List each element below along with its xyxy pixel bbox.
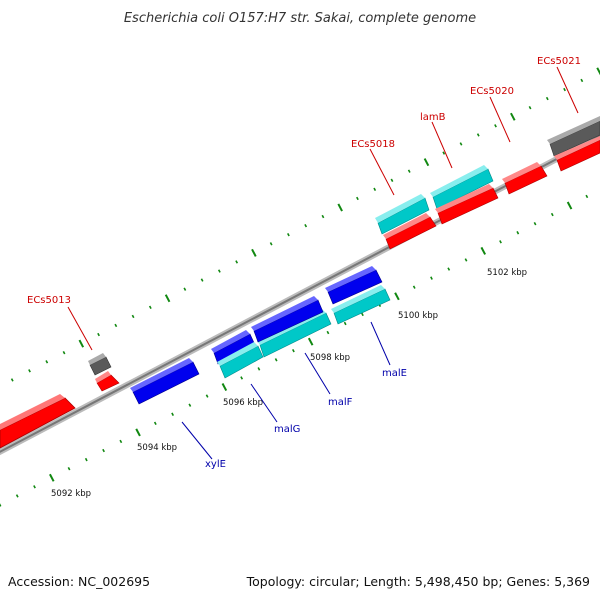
gene-label-ecs5013[interactable]: ECs5013 (27, 295, 71, 306)
minor-tick (217, 269, 221, 273)
minor-tick (188, 403, 192, 407)
gene-label-male[interactable]: malE (382, 368, 407, 379)
minor-tick (326, 330, 330, 335)
minor-tick (373, 187, 377, 192)
gene-label-malg[interactable]: malG (274, 424, 300, 435)
minor-tick (499, 240, 502, 244)
minor-tick (494, 124, 497, 128)
minor-tick (287, 233, 290, 237)
reverse-strand-features (130, 266, 391, 405)
minor-tick (257, 367, 261, 371)
minor-tick (528, 105, 532, 110)
minor-tick (447, 267, 451, 271)
major-tick (251, 248, 257, 257)
minor-tick (459, 142, 463, 146)
minor-tick (28, 369, 31, 373)
major-tick (480, 246, 487, 255)
scale-label: 5100 kbp (398, 311, 438, 321)
minor-tick (563, 87, 566, 92)
minor-tick (205, 394, 209, 398)
feature-blue-2[interactable] (253, 299, 324, 343)
minor-tick (45, 360, 49, 364)
minor-tick (464, 258, 468, 262)
minor-tick (274, 358, 278, 362)
forward-strand-features (0, 116, 600, 449)
major-tick (49, 473, 55, 482)
genome-summary-text: Topology: circular; Length: 5,498,450 bp… (246, 574, 590, 589)
gene-label-xyle[interactable]: xylE (205, 459, 226, 470)
scale-labels: 5092 kbp 5094 kbp 5096 kbp 5098 kbp 5100… (51, 268, 527, 499)
gene-label-lamb[interactable]: lamB (420, 112, 446, 123)
major-tick (221, 383, 228, 392)
major-tick (394, 292, 400, 301)
scale-label: 5098 kbp (310, 353, 350, 363)
major-tick (135, 428, 141, 437)
major-tick (164, 294, 171, 303)
scale-label: 5102 kbp (487, 268, 527, 278)
gene-label-ecs5020[interactable]: ECs5020 (470, 86, 514, 97)
major-tick (307, 337, 314, 346)
scale-label: 5094 kbp (137, 443, 177, 453)
major-tick (337, 203, 343, 212)
label-leaders (67, 66, 579, 460)
minor-tick (10, 378, 14, 382)
major-tick (78, 339, 85, 348)
minor-tick (390, 178, 394, 182)
minor-tick (430, 276, 433, 280)
map-title: Escherichia coli O157:H7 str. Sakai, com… (124, 11, 476, 26)
minor-tick (84, 457, 88, 462)
major-tick (596, 67, 600, 76)
feature-blue-3[interactable] (327, 269, 383, 305)
minor-tick (67, 466, 71, 471)
feature-red-3[interactable] (556, 139, 600, 172)
minor-tick (580, 78, 584, 83)
minor-tick (343, 321, 347, 326)
minor-tick (183, 287, 187, 291)
scale-label: 5092 kbp (51, 489, 91, 499)
minor-tick (442, 151, 446, 155)
accession-text: Accession: NC_002695 (8, 574, 151, 589)
minor-tick (131, 314, 135, 319)
gene-label-malf[interactable]: malF (328, 397, 353, 408)
minor-tick (240, 376, 244, 380)
minor-tick (356, 196, 359, 201)
minor-tick (545, 96, 549, 101)
major-tick (423, 158, 430, 167)
gene-labels: ECs5013 ECs5018 lamB ECs5020 ECs5021 xyl… (27, 56, 581, 470)
minor-tick (114, 323, 118, 328)
minor-tick (102, 448, 105, 453)
minor-tick (15, 494, 19, 498)
scale-label: 5096 kbp (223, 398, 263, 408)
minor-tick (171, 412, 175, 416)
feature-ecs5020[interactable] (504, 165, 548, 195)
minor-tick (407, 169, 411, 173)
minor-tick (516, 231, 520, 235)
minor-tick (550, 212, 554, 217)
major-tick (510, 112, 516, 121)
minor-tick (321, 214, 325, 219)
minor-tick (269, 242, 273, 246)
minor-tick (292, 349, 295, 353)
minor-tick (119, 439, 123, 444)
minor-tick (585, 194, 589, 199)
minor-tick (97, 332, 100, 337)
minor-tick (153, 421, 157, 426)
minor-tick (62, 350, 66, 355)
minor-tick (304, 223, 308, 228)
minor-tick (200, 278, 204, 282)
major-tick (566, 201, 573, 210)
gene-label-ecs5018[interactable]: ECs5018 (351, 139, 395, 150)
minor-tick (148, 305, 152, 310)
minor-tick (33, 485, 36, 489)
minor-tick (533, 221, 537, 226)
gene-label-ecs5021[interactable]: ECs5021 (537, 56, 581, 67)
tick-marks (0, 67, 600, 507)
minor-tick (235, 260, 239, 264)
feature-ecs5018[interactable] (377, 197, 430, 235)
minor-tick (361, 312, 364, 317)
minor-tick (412, 285, 416, 289)
minor-tick (476, 133, 480, 137)
minor-tick (0, 503, 2, 507)
